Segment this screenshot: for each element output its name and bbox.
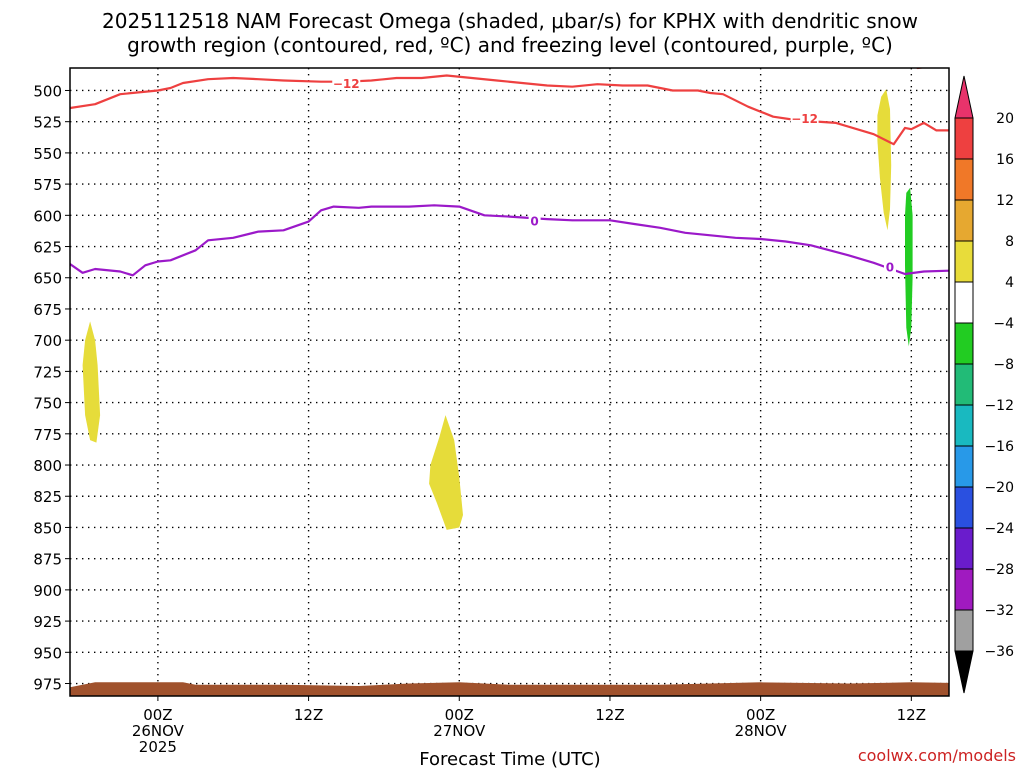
omega-shaded-region: [82, 321, 101, 443]
y-tick-label: 675: [33, 301, 62, 319]
colorbar-band: [954, 486, 974, 529]
colorbar-band: [954, 117, 974, 160]
colorbar-label: −36: [984, 644, 1014, 660]
colorbar-label: −20: [984, 480, 1014, 496]
y-tick-label: 950: [33, 644, 62, 662]
y-tick-label: 850: [33, 519, 62, 537]
colorbar-band: [954, 158, 974, 201]
colorbar-band: [954, 281, 974, 324]
y-tick-label: 700: [33, 332, 62, 350]
contour-lines: [70, 68, 949, 277]
y-tick-label: 750: [33, 395, 62, 413]
x-tick-label: 2025: [139, 738, 177, 756]
y-tick-label: 575: [33, 176, 62, 194]
x-axis: 00Z26NOV202512Z00Z27NOV12Z00Z28NOV12Z00Z…: [132, 696, 926, 756]
contour-line: [70, 74, 949, 146]
x-tick-label: 12Z: [897, 706, 926, 724]
plot-area: −12 −12 0 0: [69, 67, 950, 697]
omega-shaded-region: [429, 415, 463, 530]
x-tick-label: 27NOV: [433, 722, 486, 740]
colorbar-band: [954, 404, 974, 447]
colorbar-label: 4: [1005, 275, 1014, 291]
contour-label: 0: [886, 261, 894, 275]
y-tick-label: 650: [33, 270, 62, 288]
colorbar-band: [954, 609, 974, 652]
x-tick-label: 00Z: [143, 706, 172, 724]
contour-label-bg: [332, 74, 361, 90]
y-tick-label: 900: [33, 582, 62, 600]
credit-text: coolwx.com/models: [858, 746, 1016, 765]
colorbar-band: [954, 240, 974, 283]
y-tick-label: 875: [33, 551, 62, 569]
x-tick-label: 28NOV: [735, 722, 788, 740]
y-tick-label: 800: [33, 457, 62, 475]
contour-label: −12: [333, 77, 360, 91]
contour-labels: −12 −12 0 0: [332, 74, 896, 275]
x-tick-label: 26NOV: [132, 722, 185, 740]
contour-label: −12: [791, 112, 818, 126]
y-tick-label: 725: [33, 363, 62, 381]
y-tick-label: 525: [33, 114, 62, 132]
x-tick-label: 12Z: [595, 706, 624, 724]
x-tick-label: 00Z: [746, 706, 775, 724]
colorbar-label: −8: [993, 357, 1014, 373]
colorbar-label: −12: [984, 398, 1014, 414]
colorbar-label: −16: [984, 439, 1014, 455]
terrain-fill: [70, 682, 949, 696]
y-tick-label: 975: [33, 676, 62, 694]
colorbar-min-triangle: [954, 650, 974, 694]
x-tick-label: 00Z: [445, 706, 474, 724]
plot-frame: [69, 67, 950, 697]
colorbar-band: [954, 527, 974, 570]
colorbar-label: 16: [996, 152, 1014, 168]
terrain-area: [70, 682, 949, 696]
x-axis-title: Forecast Time (UTC): [419, 749, 600, 768]
contour-line: [70, 204, 949, 277]
colorbar-label: 12: [996, 193, 1014, 209]
y-tick-label: 775: [33, 426, 62, 444]
colorbar-max-triangle: [954, 75, 974, 119]
y-tick-label: 600: [33, 207, 62, 225]
y-tick-label: 550: [33, 145, 62, 163]
omega-shaded-region: [877, 89, 892, 231]
colorbar-band: [954, 322, 974, 365]
contour-label-bg: [528, 212, 541, 228]
x-tick-label: 12Z: [294, 706, 323, 724]
omega-shaded-region: [905, 187, 913, 347]
y-axis: 500 525 550 575 600 625 650 675 700 725 750 775 800 8…: [33, 82, 70, 694]
colorbar-band: [954, 363, 974, 406]
colorbar-band: [954, 445, 974, 488]
y-tick-label: 500: [33, 82, 62, 100]
y-tick-label: 925: [33, 613, 62, 631]
y-tick-label: 825: [33, 488, 62, 506]
colorbar-label: −28: [984, 562, 1014, 578]
colorbar-band: [954, 568, 974, 611]
colorbar: 20 16 12 8 4 −4 −8 −12 −16 −20 −24 −28 −32 −36: [954, 75, 1014, 694]
y-tick-label: 625: [33, 239, 62, 257]
colorbar-label: 8: [1005, 234, 1014, 250]
contour-label-bg: [790, 109, 819, 125]
chart-title-line-2: growth region (contoured, red, ºC) and f…: [127, 33, 893, 57]
colorbar-band: [954, 199, 974, 242]
contour-label-bg: [883, 258, 896, 274]
colorbar-label: −32: [984, 603, 1014, 619]
colorbar-label: −4: [993, 316, 1014, 332]
chart-title-line-1: 2025112518 NAM Forecast Omega (shaded, μ…: [102, 9, 918, 33]
gridlines: [70, 68, 949, 696]
colorbar-label: 20: [996, 111, 1014, 127]
contour-label: 0: [530, 214, 538, 228]
colorbar-label: −24: [984, 521, 1014, 537]
omega-shading: [82, 89, 913, 530]
